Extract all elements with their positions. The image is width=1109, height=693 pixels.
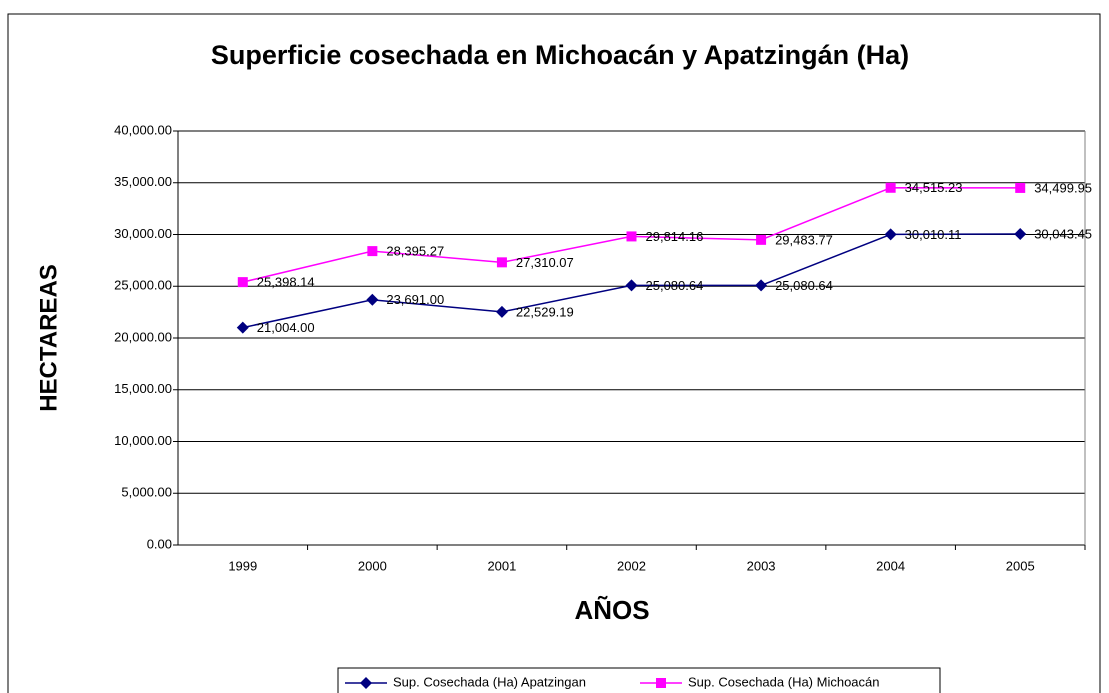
legend-marker bbox=[360, 677, 372, 689]
data-point bbox=[755, 279, 768, 292]
y-axis-label: HECTAREAS bbox=[35, 264, 62, 412]
data-label: 34,499.95 bbox=[1034, 180, 1092, 195]
data-point bbox=[885, 182, 896, 193]
legend-label: Sup. Cosechada (Ha) Apatzingan bbox=[393, 674, 586, 689]
y-tick-label: 30,000.00 bbox=[114, 226, 172, 241]
y-tick-label: 15,000.00 bbox=[114, 381, 172, 396]
data-label: 23,691.00 bbox=[386, 292, 444, 307]
y-tick-label: 20,000.00 bbox=[114, 329, 172, 344]
legend-marker bbox=[656, 678, 666, 688]
data-point bbox=[496, 257, 507, 268]
x-tick-label: 2003 bbox=[747, 558, 776, 573]
data-point bbox=[1015, 182, 1026, 193]
y-tick-label: 35,000.00 bbox=[114, 174, 172, 189]
x-tick-label: 2000 bbox=[358, 558, 387, 573]
data-point bbox=[884, 228, 897, 241]
data-point bbox=[366, 293, 379, 306]
x-tick-label: 2004 bbox=[876, 558, 905, 573]
data-point bbox=[495, 305, 508, 318]
data-label: 22,529.19 bbox=[516, 304, 574, 319]
data-point bbox=[1014, 228, 1027, 241]
y-tick-label: 25,000.00 bbox=[114, 278, 172, 293]
data-label: 21,004.00 bbox=[257, 320, 315, 335]
data-point bbox=[756, 234, 767, 245]
data-point bbox=[626, 231, 637, 242]
data-label: 25,080.64 bbox=[775, 278, 833, 293]
chart-border bbox=[7, 13, 1101, 693]
x-tick-label: 2002 bbox=[617, 558, 646, 573]
data-label: 30,043.45 bbox=[1034, 226, 1092, 241]
data-point bbox=[625, 279, 638, 292]
legend-label: Sup. Cosechada (Ha) Michoacán bbox=[688, 674, 880, 689]
data-point bbox=[236, 321, 249, 334]
data-point bbox=[237, 277, 248, 288]
x-tick-label: 2005 bbox=[1006, 558, 1035, 573]
y-tick-label: 0.00 bbox=[147, 536, 172, 551]
data-label: 25,080.64 bbox=[646, 278, 704, 293]
data-label: 30,010.11 bbox=[905, 227, 962, 242]
x-tick-label: 2001 bbox=[487, 558, 516, 573]
chart-title: Superficie cosechada en Michoacán y Apat… bbox=[211, 40, 909, 70]
y-tick-label: 40,000.00 bbox=[114, 122, 172, 137]
y-tick-label: 5,000.00 bbox=[121, 485, 172, 500]
data-point bbox=[367, 246, 378, 257]
data-label: 27,310.07 bbox=[516, 255, 574, 270]
data-label: 29,814.16 bbox=[646, 229, 704, 244]
data-label: 25,398.14 bbox=[257, 275, 315, 290]
data-label: 34,515.23 bbox=[905, 180, 963, 195]
y-tick-label: 10,000.00 bbox=[114, 433, 172, 448]
x-axis-label: AÑOS bbox=[574, 595, 649, 625]
data-label: 28,395.27 bbox=[386, 244, 444, 259]
legend-box bbox=[337, 667, 941, 693]
data-label: 29,483.77 bbox=[775, 232, 833, 247]
x-tick-label: 1999 bbox=[228, 558, 257, 573]
